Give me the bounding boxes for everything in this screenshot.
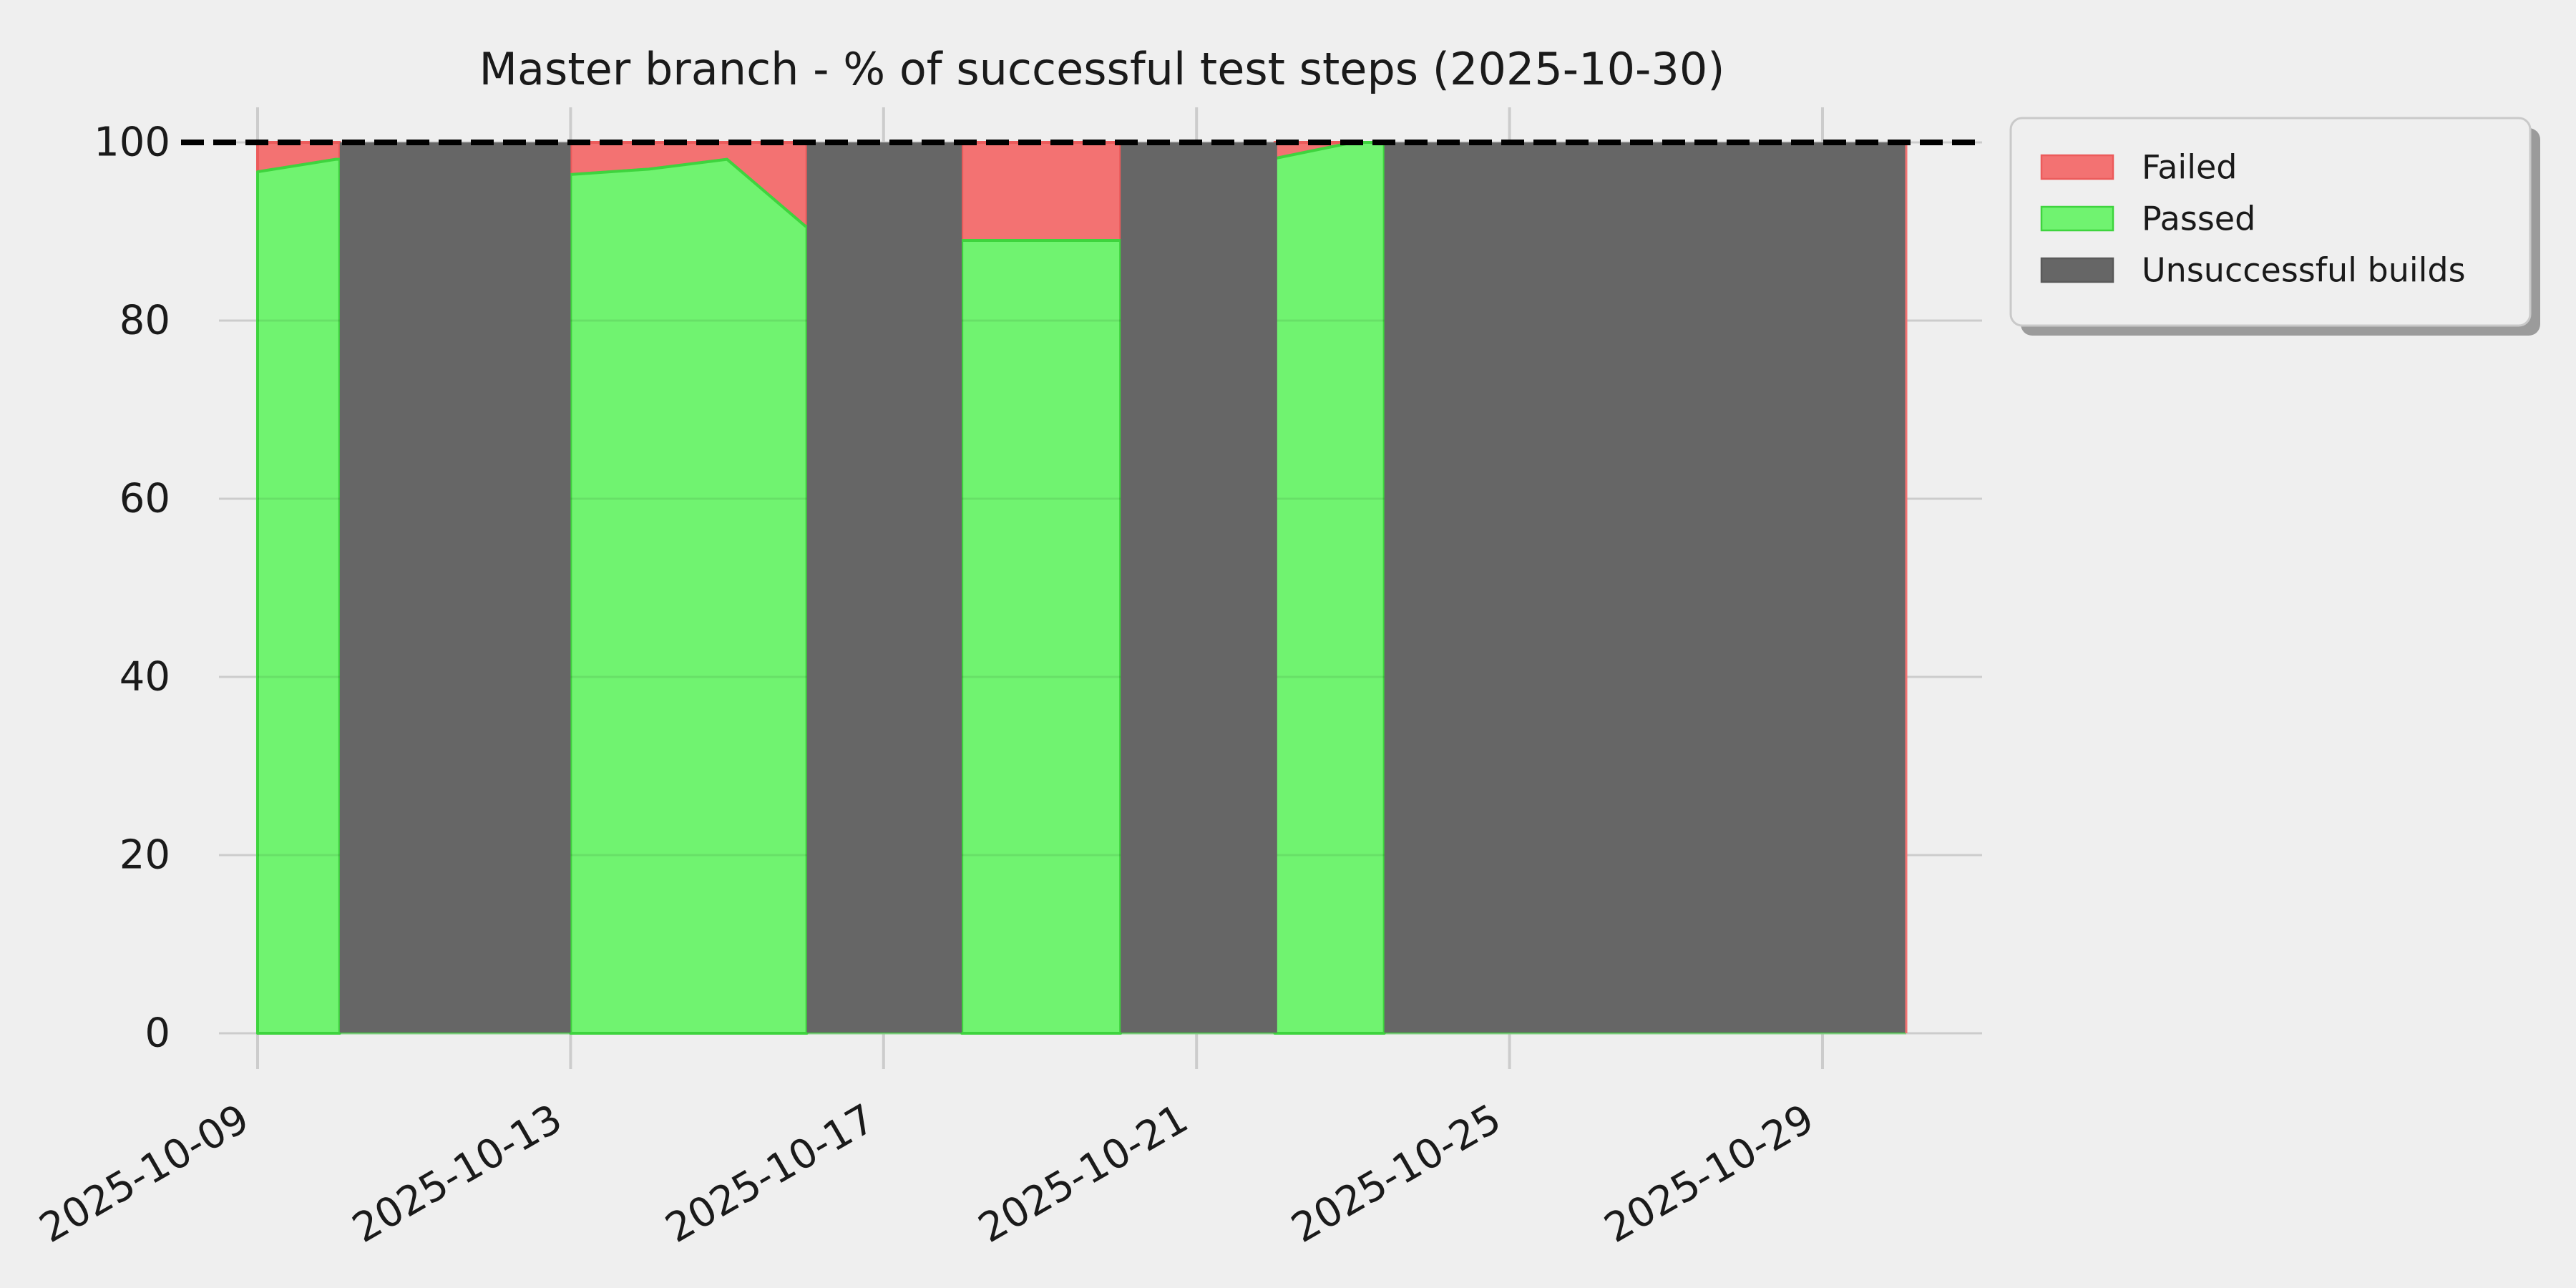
passed-area-segment-1: [256, 157, 341, 1035]
chart-title: Master branch - % of successful test ste…: [479, 43, 1725, 95]
legend-swatch-unsuccessful-builds: [2040, 257, 2114, 283]
unsuccessful-builds-region-2: [806, 142, 962, 1033]
failed-area-segment-3: [960, 141, 1123, 242]
unsuccessful-builds-region-4: [1384, 142, 1907, 1033]
y-tick-label-0: 0: [145, 1010, 170, 1057]
legend-label-unsuccessful-builds: Unsuccessful builds: [2142, 251, 2466, 290]
legend-label-failed: Failed: [2142, 148, 2238, 187]
legend: Failed Passed Unsuccessful builds: [2009, 117, 2540, 336]
passed-area-segment-3: [960, 238, 1123, 1035]
y-tick-label-40: 40: [119, 654, 170, 701]
area-fills-layer: [256, 141, 1386, 1035]
y-tick-label-20: 20: [119, 832, 170, 879]
legend-box: [2009, 117, 2532, 327]
unsuccessful-builds-region-3: [1121, 142, 1277, 1033]
legend-swatch-failed: [2040, 154, 2114, 180]
legend-label-passed: Passed: [2142, 200, 2255, 238]
legend-swatch-passed: [2040, 205, 2114, 232]
passed-area-segment-4: [1273, 141, 1386, 1035]
unsuccessful-builds-region-1: [339, 142, 571, 1033]
passed-area-segment-2: [569, 157, 809, 1035]
unsuccessful-layer: [258, 142, 1908, 1035]
y-tick-label-60: 60: [119, 476, 170, 522]
y-tick-label-80: 80: [119, 298, 170, 344]
y-tick-label-100: 100: [94, 119, 170, 166]
